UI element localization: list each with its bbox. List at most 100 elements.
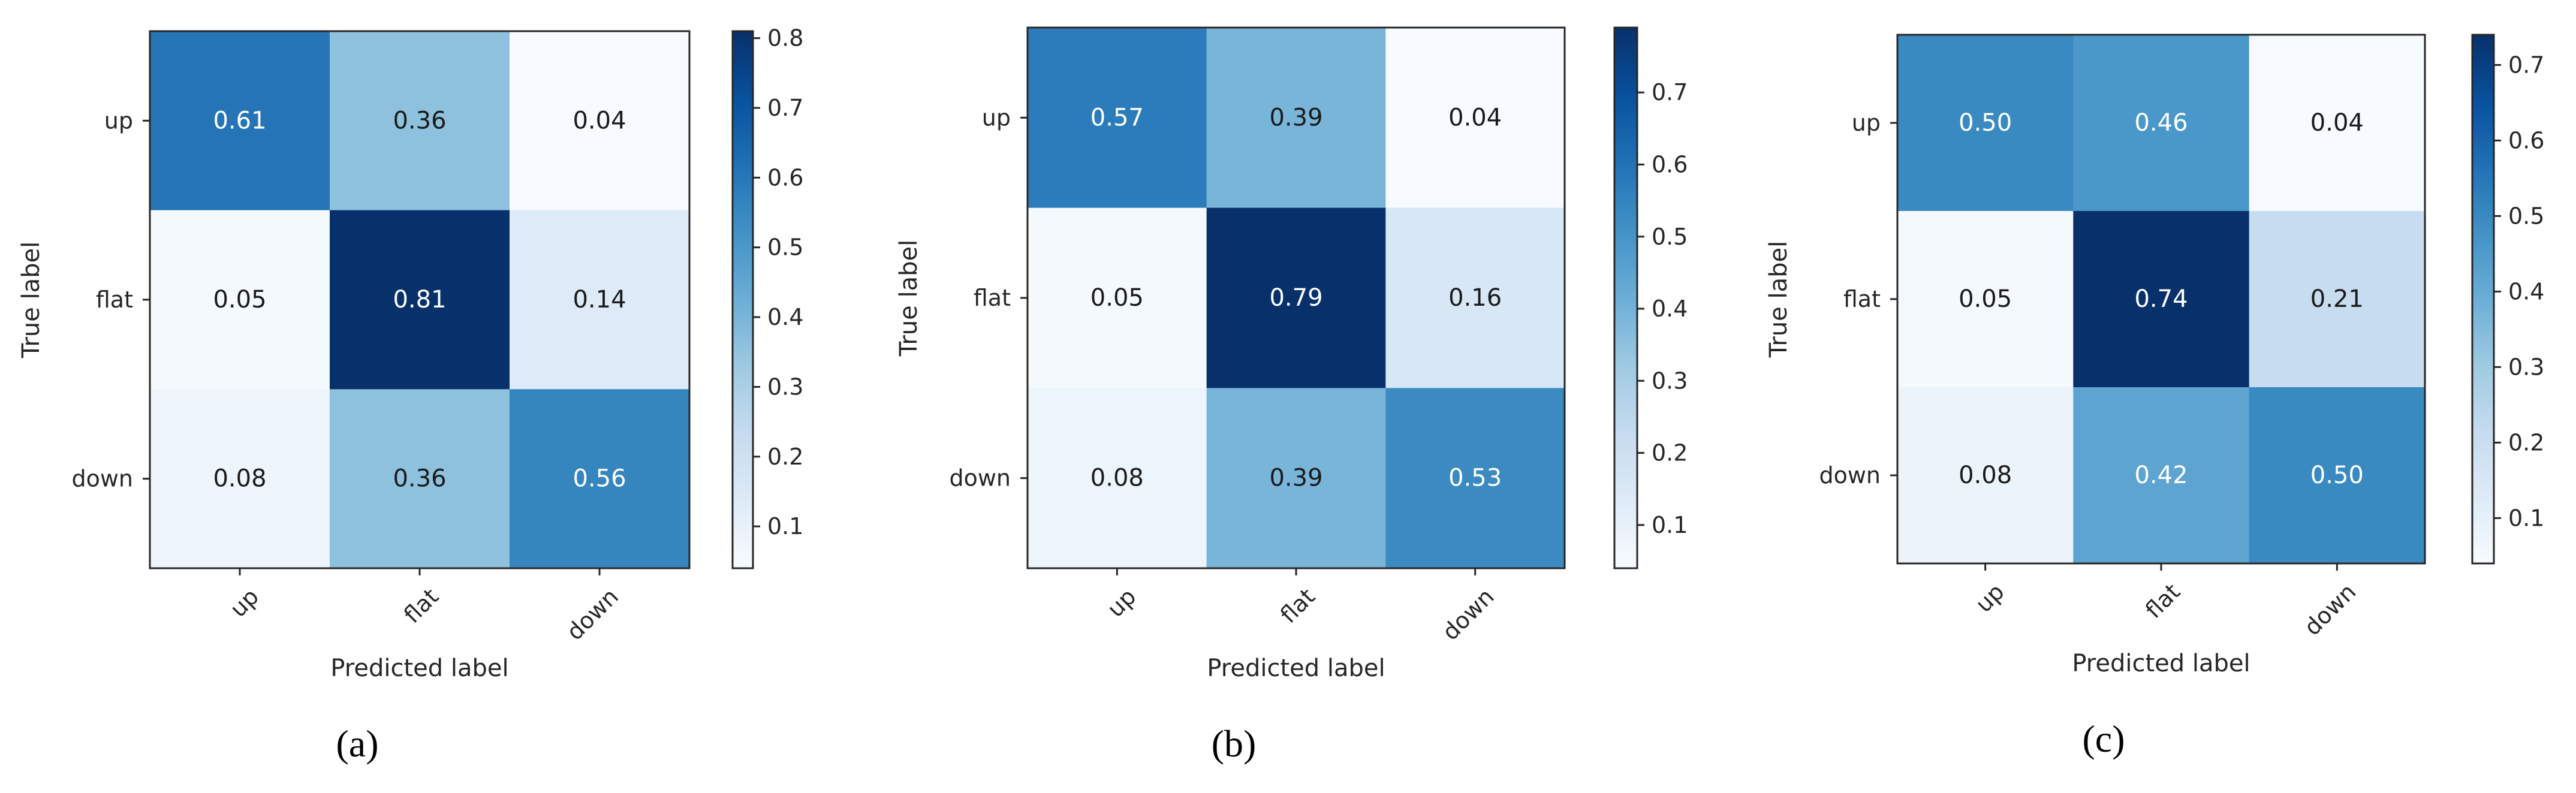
heatmap-cell [1897,387,2074,564]
x-tick-label: up [225,583,264,622]
heatmap-cell [150,31,330,211]
cell-value-label: 0.50 [2310,462,2364,489]
colorbar-tick-label: 0.8 [767,25,803,52]
cell-value-label: 0.16 [1448,284,1502,312]
colorbar-tick-label: 0.5 [1652,224,1688,250]
colorbar-tick-label: 0.6 [2508,127,2544,153]
colorbar [2472,35,2494,563]
cell-value-label: 0.79 [1269,284,1322,312]
x-axis-label: Predicted label [2072,650,2250,677]
cell-value-label: 0.53 [1448,465,1502,492]
panel-caption: (b) [1212,722,1257,765]
colorbar-tick-label: 0.5 [767,234,803,261]
cell-value-label: 0.61 [213,107,266,134]
y-tick-label: down [1819,462,1881,489]
colorbar-tick-label: 0.2 [1652,440,1688,466]
heatmap-cell [2249,211,2426,388]
heatmap-cell [2073,35,2250,212]
cell-value-label: 0.08 [213,465,266,493]
y-axis-label: True label [17,242,45,358]
colorbar-tick-label: 0.4 [2508,278,2544,304]
confusion-matrix-panel-c: 0.50 0.46 0.04 0.05 0.74 0.21 0.08 0.42 0.50 up fl… [1765,34,2544,760]
colorbar-frame [1613,26,1638,569]
heatmap-cell [1385,28,1565,209]
heatmap-cell [1897,35,2074,212]
cell-value-label: 0.05 [1959,285,2012,313]
x-tick-label: down [1437,583,1499,646]
cell-value-label: 0.04 [2310,109,2364,137]
heatmap-cell [1028,28,1207,209]
cell-value-label: 0.04 [1448,104,1502,131]
x-tick-label: down [2299,578,2361,641]
colorbar-frame [2471,34,2495,565]
cell-value-label: 0.08 [1959,462,2012,489]
cell-value-label: 0.04 [573,107,626,134]
colorbar [733,31,753,568]
panel-caption: (c) [2082,717,2125,760]
heatmap-cell [1028,388,1207,569]
cell-value-label: 0.08 [1090,465,1144,492]
x-axis-label: Predicted label [1207,655,1385,682]
colorbar-tick-label: 0.6 [767,164,803,191]
heatmap-cell [1028,207,1207,388]
colorbar-tick-label: 0.3 [2508,354,2544,380]
cell-value-label: 0.14 [573,286,626,313]
colorbar-tick-label: 0.1 [1652,512,1688,538]
y-tick-label: flat [96,287,133,313]
colorbar-tick-label: 0.4 [1652,296,1688,322]
heatmap-cell [510,31,690,211]
colorbar-tick-label: 0.7 [1652,79,1688,105]
x-tick-label: down [562,583,624,646]
x-tick-label: up [1102,583,1141,622]
cell-value-label: 0.42 [2134,462,2188,489]
cell-value-label: 0.21 [2310,285,2364,313]
heatmap-cell [330,31,510,211]
cell-value-label: 0.74 [2134,285,2188,313]
y-tick-label: flat [1843,286,1881,312]
panel-caption: (a) [336,722,378,765]
colorbar-tick-label: 0.1 [2508,505,2544,531]
cell-value-label: 0.39 [1269,104,1322,131]
heatmap-cell [1385,207,1565,388]
y-tick-label: flat [974,285,1011,311]
heatmap-cell [1206,388,1386,569]
heatmap-cell [2073,387,2250,564]
heatmap-cell [330,389,510,569]
cell-value-label: 0.36 [393,107,446,134]
heatmap-cell [2249,387,2426,564]
y-tick-label: up [982,104,1011,131]
cell-value-label: 0.36 [393,465,446,493]
heatmap-cell [510,389,690,569]
y-tick-label: up [104,107,133,134]
y-tick-label: down [71,466,133,492]
x-tick-label: flat [399,583,444,628]
heatmap-cell [1206,207,1386,388]
colorbar-tick-label: 0.5 [2508,203,2544,229]
heatmap-cell [1206,28,1386,209]
heatmap-cell [510,210,690,390]
y-tick-label: up [1852,110,1881,136]
x-tick-label: flat [2140,578,2185,623]
colorbar-tick-label: 0.3 [767,373,803,400]
heatmap-cell [1897,211,2074,388]
heatmap-cell [2249,35,2426,212]
y-tick-label: down [949,465,1011,492]
y-axis-label: True label [895,240,923,357]
cell-value-label: 0.81 [393,286,446,313]
heatmap-cell [330,210,510,390]
cell-value-label: 0.50 [1959,109,2012,137]
colorbar-tick-label: 0.7 [767,95,803,121]
heatmap-cell [150,210,330,390]
y-axis-label: True label [1765,241,1792,358]
cell-value-label: 0.57 [1090,104,1144,131]
cell-value-label: 0.56 [573,465,626,493]
colorbar-tick-label: 0.6 [1652,152,1688,178]
x-axis-label: Predicted label [330,655,508,682]
colorbar-tick-label: 0.4 [767,304,803,330]
colorbar [1614,28,1637,568]
heatmap-cell [2073,211,2250,388]
colorbar-tick-label: 0.2 [2508,429,2544,456]
heatmap-cell [150,389,330,569]
colorbar-tick-label: 0.1 [767,513,803,539]
